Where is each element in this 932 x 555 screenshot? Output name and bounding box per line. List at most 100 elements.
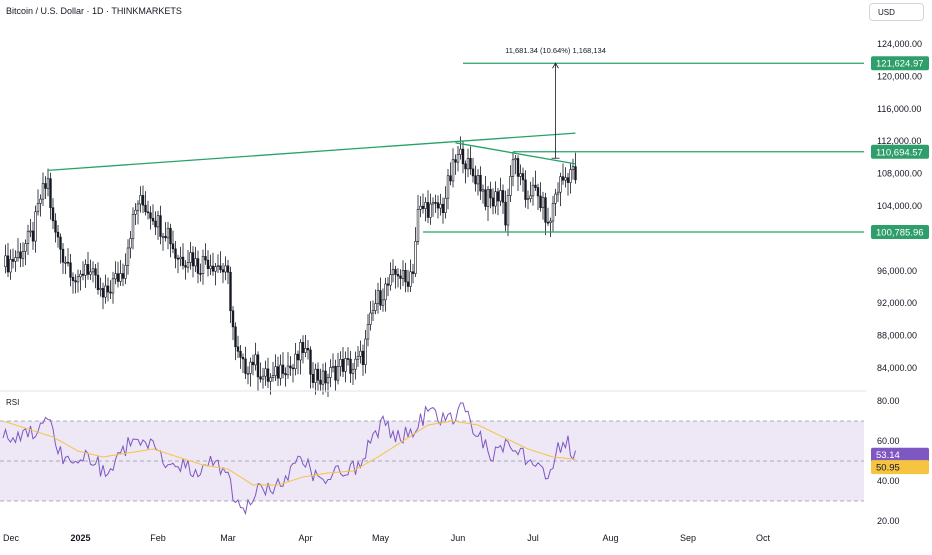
rsi-band-layer [0, 420, 864, 502]
candle-body [564, 177, 567, 181]
candle-body [146, 211, 150, 214]
time-axis-tick: Jul [527, 533, 539, 543]
candle-body [179, 256, 182, 260]
candle-body [509, 176, 512, 196]
wedge-upper-line[interactable] [455, 142, 576, 165]
candle-body [549, 220, 552, 223]
candle-body [286, 365, 290, 376]
candle-body [486, 188, 490, 207]
currency-button[interactable]: USD [869, 3, 924, 21]
candle-body [426, 202, 430, 218]
candle-body [306, 347, 310, 351]
rsi-value-label-bg [871, 447, 929, 462]
candle-body [161, 235, 165, 238]
candle-body [384, 283, 387, 301]
candle-body [139, 195, 142, 205]
candle-body [141, 195, 145, 206]
candle-body [4, 255, 7, 268]
candle-body [134, 209, 137, 215]
upper-trendline[interactable] [47, 132, 576, 172]
candle-body [176, 257, 180, 260]
candle-body [459, 148, 462, 155]
candle-body [191, 252, 195, 267]
candle-body [181, 256, 185, 266]
candle-body [131, 213, 135, 239]
candle-body [19, 251, 22, 259]
candle-body [514, 158, 517, 161]
candle-body [339, 359, 342, 367]
candle-body [559, 176, 562, 193]
candle-body [266, 368, 270, 382]
candle-body [154, 220, 157, 228]
candle-body [546, 221, 550, 224]
price-label: 100,785.96 [876, 228, 924, 239]
candle-body [484, 189, 487, 207]
price-axis-tick: 116,000.00 [877, 104, 921, 114]
candle-body [71, 276, 75, 281]
candle-body [476, 175, 480, 185]
candle-body [76, 276, 80, 283]
candle-body [9, 259, 12, 273]
candle-body [81, 273, 85, 276]
rsi-value-label: 53.14 [876, 450, 900, 461]
candle-body [431, 202, 435, 205]
symbol-title: Bitcoin / U.S. Dollar · 1D · THINKMARKET… [6, 6, 182, 16]
candle-body [454, 159, 457, 163]
candle-body [299, 342, 302, 361]
annotations-layer: 11,681.34 (10.64%) 1,168,134 [47, 46, 864, 233]
rsi-line[interactable] [2, 402, 576, 516]
candle-body [469, 158, 472, 170]
candle-body [551, 203, 555, 222]
price-axis-tick: 112,000.00 [877, 136, 921, 146]
rsi-ma-value-label-bg [871, 460, 929, 475]
candle-body [169, 227, 172, 245]
candle-body [449, 175, 452, 182]
rsi-ma-line[interactable] [2, 420, 576, 486]
candle-body [474, 175, 477, 185]
candle-body [261, 375, 265, 380]
candle-body [256, 354, 260, 378]
candle-body [369, 312, 372, 325]
candle-body [319, 379, 322, 385]
candle-body [331, 365, 335, 368]
candle-body [166, 227, 170, 239]
candle-body [6, 255, 10, 273]
candle-body [59, 236, 62, 250]
candle-body [49, 178, 52, 209]
candle-body [36, 203, 40, 213]
candle-body [371, 310, 375, 314]
candle-body [246, 373, 250, 375]
candle-body [14, 257, 17, 262]
candle-body [136, 203, 140, 211]
candle-body [446, 175, 450, 199]
candle-body [144, 204, 147, 213]
candle-body [39, 198, 42, 204]
candle-body [539, 195, 542, 208]
candle-body [516, 158, 520, 177]
candle-body [281, 364, 285, 374]
price-axis-tick: 120,000.00 [877, 71, 922, 81]
measure-label: 11,681.34 (10.64%) 1,168,134 [505, 46, 606, 55]
time-axis-tick: Dec [3, 533, 20, 543]
candle-body [301, 342, 305, 353]
candle-body [24, 243, 27, 252]
time-axis-tick: Aug [602, 533, 618, 543]
candle-body [11, 259, 15, 262]
price-axis-tick: 104,000.00 [877, 201, 922, 211]
candle-body [231, 310, 235, 328]
price-label: 110,694.57 [876, 147, 923, 158]
candle-body [94, 268, 97, 276]
candle-body [224, 265, 227, 273]
candle-body [91, 268, 95, 273]
candle-body [226, 265, 230, 273]
candle-body [354, 358, 357, 370]
candle-body [496, 191, 500, 202]
candle-body [494, 191, 497, 207]
candle-body [456, 154, 460, 163]
rsi-axis-tick: 40.00 [877, 476, 900, 486]
candle-body [111, 278, 115, 294]
candle-body [31, 230, 35, 242]
candle-body [504, 201, 507, 226]
